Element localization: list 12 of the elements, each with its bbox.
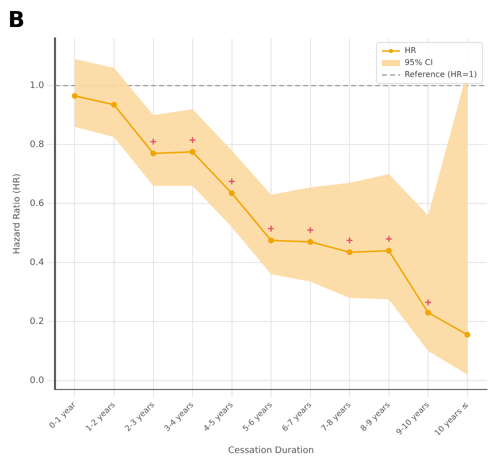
x-axis-title: Cessation Duration [228,446,314,456]
y-tick-label: 1.0 [30,80,44,91]
legend-label: Reference (HR=1) [404,69,477,82]
y-tick-label: 0.4 [30,258,44,268]
annotation: 95% CI [404,57,433,70]
y-tick-label: 0.8 [30,140,44,150]
y-tick-label: 0.0 [30,376,44,386]
y-tick-label: 0.6 [30,198,44,209]
legend-label: HR [404,45,416,58]
chart-title: B [8,8,25,33]
y-axis-title: Hazard Ratio (HR) [12,174,23,254]
y-tick-label: 0.2 [30,316,44,327]
